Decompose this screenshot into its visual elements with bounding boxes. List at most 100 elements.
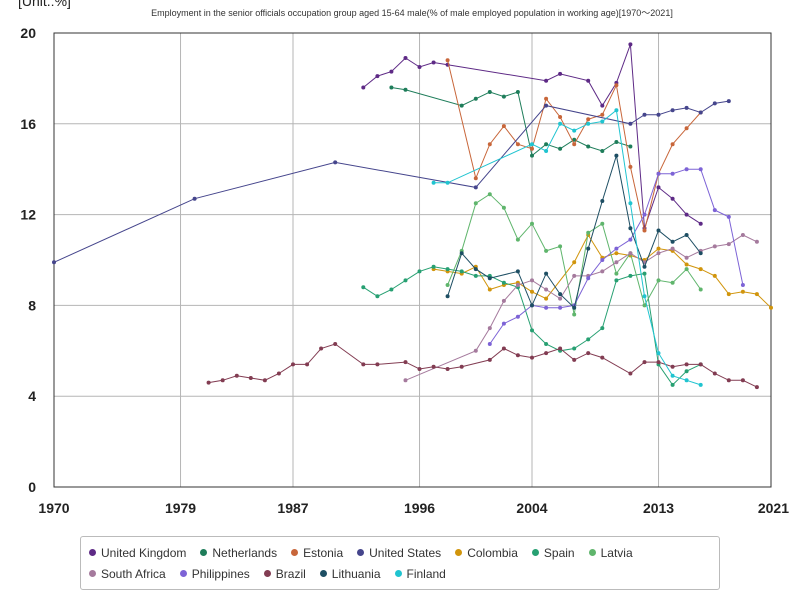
data-point (670, 239, 675, 244)
data-point (628, 121, 633, 126)
axes: 0 4 8 12 16 20 1970 1979 1987 1996 2004 2013 2021 (20, 25, 789, 516)
data-point (712, 101, 717, 106)
series-estonia (445, 58, 703, 233)
data-point (642, 228, 647, 233)
data-point (740, 283, 745, 287)
data-point (698, 362, 703, 367)
data-point (544, 305, 549, 310)
data-point (670, 246, 675, 251)
data-point (684, 255, 689, 260)
data-point (600, 258, 605, 262)
data-point (544, 103, 549, 108)
data-point (445, 58, 450, 63)
series-brazil (206, 342, 759, 390)
data-point (530, 142, 534, 147)
data-point (389, 69, 394, 74)
data-point (558, 296, 563, 301)
series-line (433, 233, 772, 309)
series-philippines (487, 167, 745, 346)
data-point (642, 360, 647, 365)
data-point (459, 103, 464, 108)
y-tick-label: 8 (28, 297, 36, 313)
grid-lines (54, 33, 771, 487)
data-point (712, 208, 717, 213)
series-lithuania (445, 153, 703, 310)
data-point (586, 230, 591, 235)
data-point (192, 196, 197, 201)
data-point (375, 74, 380, 79)
data-point (572, 137, 577, 142)
data-point (684, 105, 689, 110)
data-point (642, 294, 647, 299)
data-point (431, 364, 436, 369)
data-point (530, 303, 534, 308)
data-point (558, 146, 563, 151)
legend-swatch (89, 570, 96, 577)
data-point (361, 285, 366, 290)
data-point (515, 90, 520, 94)
data-point (375, 362, 380, 367)
data-point (473, 273, 478, 278)
data-point (698, 221, 703, 226)
data-point (628, 144, 633, 149)
data-point (248, 376, 253, 380)
x-tick-label: 2021 (758, 500, 789, 516)
data-point (684, 233, 689, 237)
data-point (487, 326, 492, 331)
data-point (319, 346, 324, 351)
legend-label: Latvia (600, 545, 633, 560)
x-tick-label: 1979 (165, 500, 196, 516)
data-point (600, 269, 605, 274)
data-point (558, 305, 563, 310)
data-point (220, 378, 225, 383)
data-point (501, 280, 506, 285)
data-point (558, 71, 563, 76)
legend-label: Colombia (467, 545, 518, 560)
data-point (389, 287, 394, 292)
series-united-kingdom (361, 42, 703, 231)
data-point (586, 121, 591, 126)
data-point (698, 251, 703, 256)
data-point (487, 192, 492, 197)
data-point (544, 78, 549, 83)
data-point (656, 278, 661, 283)
data-point (445, 294, 450, 299)
data-point (501, 321, 506, 326)
legend-item: Estonia (291, 542, 343, 563)
data-point (530, 221, 534, 226)
legend-label: Estonia (303, 545, 344, 560)
data-point (628, 371, 633, 376)
data-point (403, 378, 408, 383)
data-point (586, 117, 591, 122)
data-point (698, 382, 703, 387)
data-point (572, 273, 577, 278)
data-point (614, 108, 619, 113)
data-point (501, 298, 506, 303)
data-point (642, 271, 647, 276)
data-point (544, 351, 549, 356)
y-tick-label: 4 (28, 388, 36, 404)
data-point (544, 142, 549, 147)
data-point (642, 212, 647, 217)
data-point (684, 362, 689, 367)
data-point (459, 269, 464, 274)
legend-item: Finland (394, 563, 446, 584)
series-line (447, 60, 702, 231)
data-point (600, 149, 605, 153)
y-tick-label: 20 (20, 25, 36, 41)
y-tick-label: 16 (20, 116, 36, 132)
chart-title: Employment in the senior officials occup… (151, 8, 673, 18)
data-point (544, 287, 549, 292)
legend-label: Lithuania (331, 566, 381, 581)
x-tick-label: 2013 (643, 500, 674, 516)
data-point (501, 94, 506, 99)
data-point (558, 121, 563, 126)
data-point (656, 246, 661, 251)
data-point (754, 239, 759, 244)
data-point (515, 353, 520, 358)
data-point (670, 171, 675, 176)
data-point (586, 351, 591, 356)
data-point (431, 60, 436, 65)
data-point (614, 278, 619, 283)
